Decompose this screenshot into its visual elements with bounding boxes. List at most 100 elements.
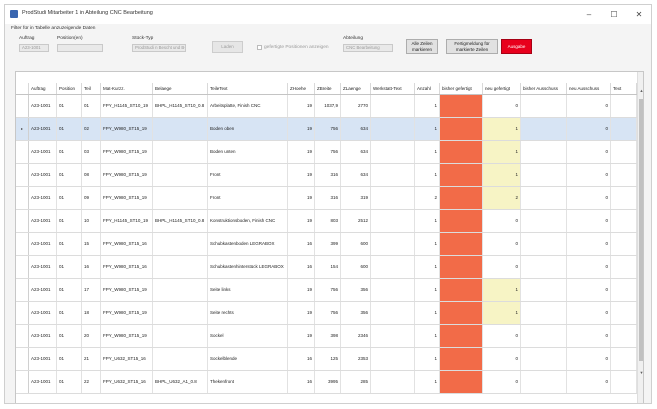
abteilung-select[interactable]: CNC Bearbeitung	[343, 44, 393, 52]
table-row[interactable]: A23-1001 01 16 FPY_W980_ST15_16 Schubkastenh…	[16, 256, 637, 279]
laden-button[interactable]: Laden	[212, 41, 243, 53]
stuecktyp-select[interactable]: ProdStudi n Bescht und B-Fil	[132, 44, 186, 52]
scroll-down-arrow-icon[interactable]: ▼	[639, 370, 644, 375]
column-header-bisher-gefertigt[interactable]: bisher gefertigt	[440, 83, 483, 94]
cell-teil: 09	[82, 187, 101, 209]
cell-bisher-ausschuss	[521, 118, 567, 140]
auftrag-field[interactable]: A23-1001	[19, 44, 49, 52]
table-row[interactable]: A23-1001 01 18 FPY_W980_ST15_19 Seite rechts…	[16, 302, 637, 325]
column-header-text[interactable]: Text	[611, 83, 637, 94]
column-header-zbreite[interactable]: ZBreite	[315, 83, 341, 94]
cell-teil: 22	[82, 371, 101, 393]
row-selector[interactable]	[16, 95, 29, 117]
cell-position: 01	[57, 164, 82, 186]
row-selector[interactable]	[16, 325, 29, 347]
cell-neu-gefertigt[interactable]: 1	[483, 164, 521, 186]
cell-neu-gefertigt[interactable]: 0	[483, 325, 521, 347]
row-selector[interactable]	[16, 210, 29, 232]
cell-neu-gefertigt[interactable]: 1	[483, 279, 521, 301]
vertical-scrollbar[interactable]: ▲ ▼	[637, 72, 644, 403]
row-selector[interactable]	[16, 233, 29, 255]
alle-zeilen-markieren-button[interactable]: Alle Zeilen markieren	[406, 39, 438, 54]
column-header-bisher-ausschuss[interactable]: bisher Ausschuss	[521, 83, 567, 94]
abteilung-label: Abteilung	[343, 36, 364, 41]
cell-neu-gefertigt[interactable]: 2	[483, 187, 521, 209]
scroll-thumb[interactable]	[639, 99, 643, 361]
row-selector[interactable]	[16, 279, 29, 301]
ausgabe-button[interactable]: Ausgabe	[501, 39, 532, 54]
table-row[interactable]: A23-1001 01 22 FPY_U632_ST15_16 BHPL_U632_A1…	[16, 371, 637, 394]
cell-teil: 21	[82, 348, 101, 370]
cell-neu-ausschuss[interactable]: 0	[567, 256, 611, 278]
cell-neu-ausschuss[interactable]: 0	[567, 210, 611, 232]
cell-neu-ausschuss[interactable]: 0	[567, 118, 611, 140]
cell-neu-ausschuss[interactable]: 0	[567, 95, 611, 117]
cell-teiletext: Sockel	[208, 325, 288, 347]
fertigmeldung-button[interactable]: Fertigmeldung für markierte Zeilen	[446, 39, 498, 54]
cell-neu-ausschuss[interactable]: 0	[567, 164, 611, 186]
column-header-zlaenge[interactable]: ZLaenge	[341, 83, 371, 94]
cell-neu-gefertigt[interactable]: 1	[483, 118, 521, 140]
table-row[interactable]: A23-1001 01 01 FPY_H1145_ST10_19 BHPL_H1145_…	[16, 95, 637, 118]
cell-neu-gefertigt[interactable]: 0	[483, 371, 521, 393]
cell-neu-ausschuss[interactable]: 0	[567, 233, 611, 255]
row-selector[interactable]	[16, 256, 29, 278]
maximize-button[interactable]: ☐	[610, 10, 618, 19]
close-button[interactable]: ✕	[635, 10, 643, 19]
column-header-anzahl[interactable]: Anzahl	[415, 83, 440, 94]
table-row[interactable]: A23-1001 01 10 FPY_H1145_ST10_19 BHPL_H1145_…	[16, 210, 637, 233]
column-header-teiletext[interactable]: TeileText	[208, 83, 288, 94]
cell-neu-gefertigt[interactable]: 0	[483, 233, 521, 255]
column-header-zhoehe[interactable]: ZHoehe	[288, 83, 315, 94]
gefertigte-checkbox[interactable]	[257, 45, 262, 50]
row-selector[interactable]	[16, 348, 29, 370]
cell-neu-ausschuss[interactable]: 0	[567, 279, 611, 301]
column-header-belaege[interactable]: Belaege	[153, 83, 208, 94]
column-header-teil[interactable]: Teil	[82, 83, 101, 94]
cell-auftrag: A23-1001	[29, 141, 57, 163]
column-header-neu-ausschuss[interactable]: neu Ausschuss	[567, 83, 611, 94]
cell-zhoehe: 16	[288, 371, 315, 393]
cell-teiletext: Front	[208, 187, 288, 209]
table-row[interactable]: A23-1001 01 17 FPY_W980_ST15_19 Seite links 1…	[16, 279, 637, 302]
column-header-auftrag[interactable]: Auftrag	[29, 83, 57, 94]
cell-neu-ausschuss[interactable]: 0	[567, 302, 611, 324]
cell-neu-gefertigt[interactable]: 0	[483, 348, 521, 370]
table-row[interactable]: A23-1001 01 08 FPY_W980_ST15_19 Front 19 316 63…	[16, 164, 637, 187]
column-header-werkstatt-text[interactable]: Werkstatt-Text	[371, 83, 415, 94]
cell-anzahl: 2	[415, 187, 440, 209]
column-header-neu-gefertigt[interactable]: neu gefertigt	[483, 83, 521, 94]
cell-neu-ausschuss[interactable]: 0	[567, 348, 611, 370]
cell-neu-gefertigt[interactable]: 0	[483, 256, 521, 278]
column-header-mat-kurzz[interactable]: Mat-Kurzz.	[101, 83, 153, 94]
scroll-up-arrow-icon[interactable]: ▲	[639, 88, 644, 93]
cell-mat-kurzz: FPY_W980_ST15_19	[101, 187, 153, 209]
cell-neu-gefertigt[interactable]: 1	[483, 302, 521, 324]
row-selector[interactable]	[16, 164, 29, 186]
cell-neu-gefertigt[interactable]: 0	[483, 95, 521, 117]
cell-neu-gefertigt[interactable]: 0	[483, 210, 521, 232]
cell-position: 01	[57, 348, 82, 370]
row-selector[interactable]	[16, 371, 29, 393]
table-row[interactable]: ▸ A23-1001 01 02 FPY_W980_ST15_19 Boden oben 1…	[16, 118, 637, 141]
row-selector[interactable]	[16, 141, 29, 163]
row-selector[interactable]	[16, 187, 29, 209]
row-selector-arrow-icon[interactable]: ▸	[16, 118, 29, 140]
app-icon	[10, 10, 18, 18]
cell-neu-ausschuss[interactable]: 0	[567, 141, 611, 163]
table-row[interactable]: A23-1001 01 21 FPY_U632_ST15_16 Sockelblende…	[16, 348, 637, 371]
cell-neu-ausschuss[interactable]: 0	[567, 325, 611, 347]
table-row[interactable]: A23-1001 01 09 FPY_W980_ST15_19 Front 19 316 31…	[16, 187, 637, 210]
row-selector[interactable]	[16, 302, 29, 324]
column-header-position[interactable]: Position	[57, 83, 82, 94]
cell-auftrag: A23-1001	[29, 348, 57, 370]
table-row[interactable]: A23-1001 01 20 FPY_W980_ST15_19 Sockel 19 398 2…	[16, 325, 637, 348]
minimize-button[interactable]: –	[586, 10, 592, 19]
cell-neu-ausschuss[interactable]: 0	[567, 371, 611, 393]
cell-neu-gefertigt[interactable]: 1	[483, 141, 521, 163]
table-row[interactable]: A23-1001 01 15 FPY_W980_ST15_16 Schubkastenb…	[16, 233, 637, 256]
table-row[interactable]: A23-1001 01 03 FPY_W980_ST15_19 Boden unten 1…	[16, 141, 637, 164]
cell-neu-ausschuss[interactable]: 0	[567, 187, 611, 209]
cell-zbreite: 125	[315, 348, 341, 370]
position-field[interactable]	[57, 44, 103, 52]
